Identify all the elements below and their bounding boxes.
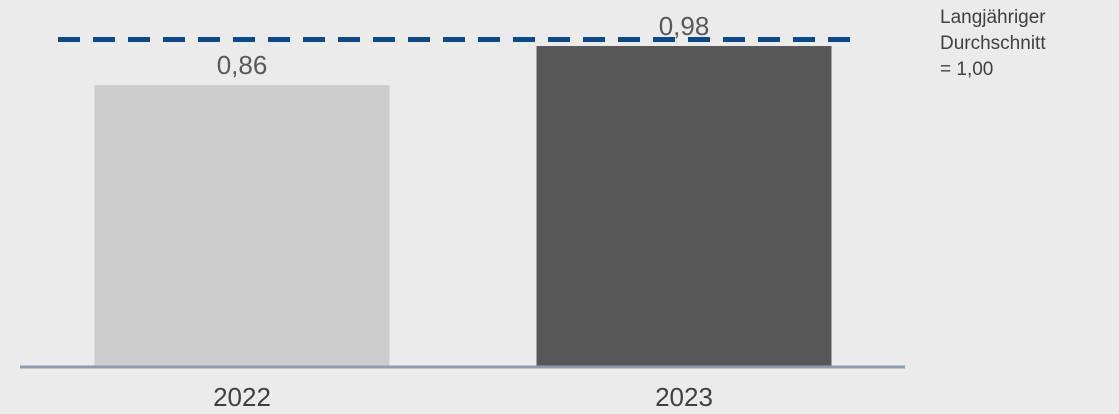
bar-2022 — [94, 85, 390, 367]
reference-label-line: = 1,00 — [940, 59, 993, 80]
value-label-2023: 0,98 — [659, 11, 710, 41]
value-label-2022: 0,86 — [217, 50, 268, 80]
x-tick-label-2022: 2022 — [213, 382, 271, 412]
bars-group — [94, 46, 832, 367]
value-labels-group: 0,86 0,98 — [217, 11, 710, 80]
reference-label-line: Langjähriger — [940, 7, 1046, 28]
reference-label-line: Durchschnitt — [940, 33, 1046, 54]
x-tick-labels-group: 2022 2023 — [213, 382, 713, 412]
reference-line-label: Langjähriger Durchschnitt = 1,00 — [940, 7, 1046, 80]
x-tick-label-2023: 2023 — [655, 382, 713, 412]
bar-2023 — [536, 46, 832, 366]
